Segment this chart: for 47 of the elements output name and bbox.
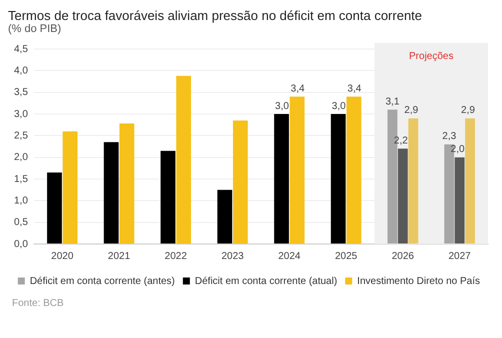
bar [346, 96, 362, 244]
data-label: 3,1 [385, 96, 400, 108]
y-tick-label: 3,0 [14, 108, 28, 120]
bar [217, 190, 232, 244]
x-tick-label: 2020 [51, 250, 74, 262]
x-tick-label: 2027 [448, 250, 472, 262]
data-label: 3,4 [347, 83, 362, 94]
bar [232, 120, 248, 244]
bar [330, 114, 346, 244]
bar [274, 114, 289, 244]
y-tick-label: 2,0 [14, 152, 28, 164]
y-tick-label: 4,5 [14, 44, 28, 55]
bar [62, 131, 78, 244]
x-tick-label: 2022 [164, 250, 188, 262]
y-tick-label: 1,5 [14, 174, 28, 185]
x-tick-label: 2021 [108, 250, 131, 262]
bar [104, 142, 119, 244]
y-tick-label: 4,0 [14, 65, 28, 76]
legend-label: Déficit em conta corrente (antes) [30, 276, 175, 287]
x-tick-label: 2026 [392, 250, 414, 262]
legend-label: Investimento Direto no País [357, 276, 480, 287]
y-tick-label: 2,5 [14, 130, 28, 142]
band-label: Projeções [409, 50, 454, 62]
x-tick-label: 2023 [221, 250, 244, 262]
bar [160, 150, 176, 244]
bar [47, 172, 62, 244]
data-label: 2,0 [450, 144, 465, 156]
bar [119, 124, 134, 244]
chart-title: Termos de troca favoráveis aliviam pressão no déficit em conta corrente [8, 8, 424, 23]
bar [290, 96, 305, 244]
legend-label: Déficit em conta corrente (atual) [194, 276, 338, 287]
y-tick-label: 3,5 [14, 87, 28, 98]
data-label: 2,9 [461, 105, 476, 116]
y-tick-label: 0,5 [14, 217, 28, 228]
chart-subtitle: (% do PIB) [8, 23, 62, 35]
data-label: 2,3 [442, 131, 457, 142]
data-label: 2,9 [404, 105, 419, 116]
data-label: 3,4 [290, 83, 305, 94]
data-label: 2,2 [394, 135, 408, 146]
bar [176, 76, 192, 244]
x-tick-label: 2025 [334, 250, 358, 262]
y-tick-label: 1,0 [14, 195, 28, 206]
x-tick-label: 2024 [278, 250, 301, 262]
data-label: 3,0 [275, 100, 290, 112]
source-note: Fonte: BCB [12, 298, 64, 309]
y-tick-label: 0,0 [14, 238, 28, 250]
data-label: 3,0 [332, 100, 346, 112]
